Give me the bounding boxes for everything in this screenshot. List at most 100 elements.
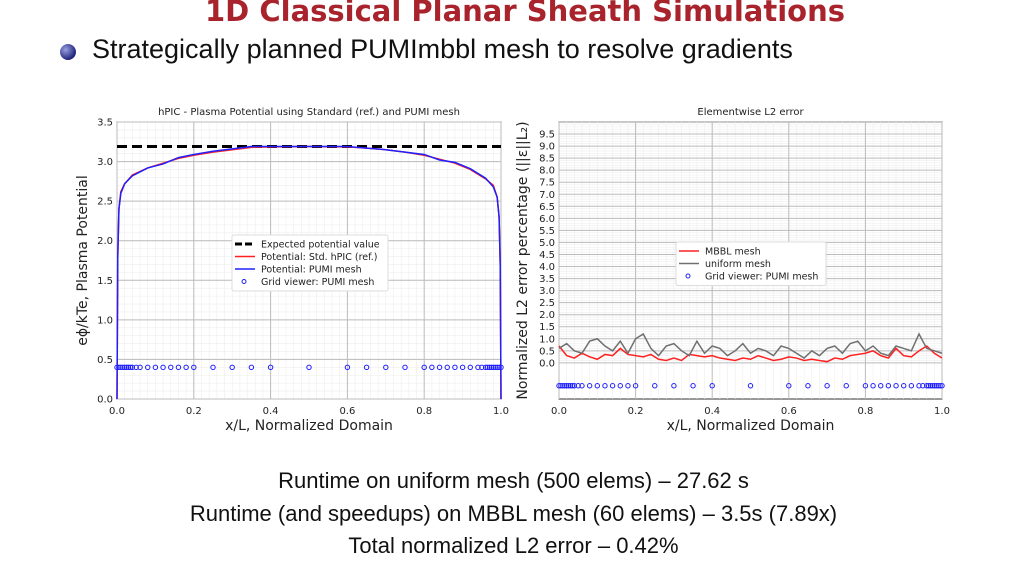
grid-point [125,364,132,371]
y-tick-label: 2.0 [539,310,555,321]
legend-label: Potential: PUMI mesh [261,265,362,276]
footer-line-2: Runtime (and speedups) on MBBL mesh (60 … [189,501,838,526]
legend-label: Potential: Std. hPIC (ref.) [261,252,378,263]
grid-point [120,364,126,371]
y-tick-label: 3.0 [97,157,113,168]
grid-point [248,364,255,371]
grid-point [558,383,564,389]
chart-title: Elementwise L2 error [697,107,804,118]
grid-point [609,383,616,389]
y-tick-label: 8.0 [539,166,555,177]
x-tick-label: 0.6 [781,406,797,417]
y-tick-label: 1.0 [97,315,113,326]
y-tick-label: 2.5 [539,298,555,309]
grid-point [488,364,495,371]
y-tick-label: 0.5 [539,346,555,357]
grid-point [363,364,370,371]
grid-point [923,383,930,389]
y-tick-label: 3.0 [539,286,555,297]
grid-point [571,383,578,389]
grid-point [562,383,568,389]
grid-point [632,383,639,389]
grid-point [805,383,811,389]
grid-point [908,383,915,389]
x-axis-label: x/L, Normalized Domain [667,418,835,434]
y-tick-label: 1.0 [539,334,555,345]
grid-point [175,364,182,371]
x-tick-label: 0.2 [186,406,202,417]
chart-title: hPIC - Plasma Potential using Standard (… [158,107,460,118]
grid-point [927,383,934,389]
grid-point [747,383,754,389]
grid-point [786,383,792,389]
grid-point [925,383,932,389]
grid-point [152,364,159,371]
grid-point [116,364,122,371]
y-axis-label: Normalized L2 error percentage (||ε||L₂) [515,121,531,399]
grid-point [467,364,473,371]
grid-point [137,364,143,371]
footer-line-1: Runtime on uniform mesh (500 elems) – 27… [278,468,749,493]
grid-point [556,383,562,389]
grid-point [843,383,849,389]
grid-point [937,383,943,389]
grid-point [862,383,869,389]
grid-point [486,364,493,371]
y-tick-label: 9.0 [539,142,555,153]
grid-point [494,364,500,371]
grid-point [133,364,139,371]
grid-point [452,364,458,371]
y-tick-label: 2.5 [97,197,113,208]
grid-point [931,383,938,389]
grid-point [824,383,830,389]
y-tick-label: 0.5 [97,355,113,366]
grid-point [709,383,715,389]
grid-point [121,364,128,371]
grid-point [935,383,941,389]
grid-point [569,383,576,389]
series-line [558,332,943,359]
legend-label: MBBL mesh [705,247,761,258]
grid-point [436,364,443,371]
x-tick-label: 1.0 [493,406,509,417]
grid-point [625,383,631,389]
grid-point [602,383,608,389]
y-tick-label: 1.5 [97,276,113,287]
grid-point [916,383,922,389]
y-tick-label: 4.5 [539,250,555,261]
y-tick-label: 8.5 [539,154,555,165]
grid-point [560,383,566,389]
grid-point [482,364,489,371]
y-tick-label: 0.0 [97,395,113,406]
legend [231,234,389,292]
slide-title: 1D Classical Planar Sheath Simulations [205,0,845,28]
grid-point [191,364,197,371]
grid-point [475,364,481,371]
grid-point [168,364,174,371]
y-tick-label: 4.0 [539,262,555,273]
grid-point [114,364,120,371]
grid-point [563,383,570,389]
y-tick-label: 9.5 [539,130,555,141]
y-tick-label: 5.5 [539,226,555,237]
grid-point [444,364,450,371]
grid-point [123,364,130,371]
grid-point [496,364,502,371]
grid-point [920,383,926,389]
y-tick-label: 6.5 [539,202,555,213]
footer-line-3: Total normalized L2 error – 0.42% [348,533,679,558]
grid-point [492,364,498,371]
legend-marker [241,279,247,284]
y-tick-label: 1.5 [539,322,555,333]
grid-point [579,383,585,389]
x-tick-label: 0.0 [109,406,125,417]
grid-point [267,364,274,371]
grid-point [652,383,658,389]
series-line [116,145,502,400]
y-tick-label: 7.5 [539,178,555,189]
grid-point [567,383,574,389]
legend-label: Expected potential value [261,240,380,251]
grid-point [901,383,907,389]
